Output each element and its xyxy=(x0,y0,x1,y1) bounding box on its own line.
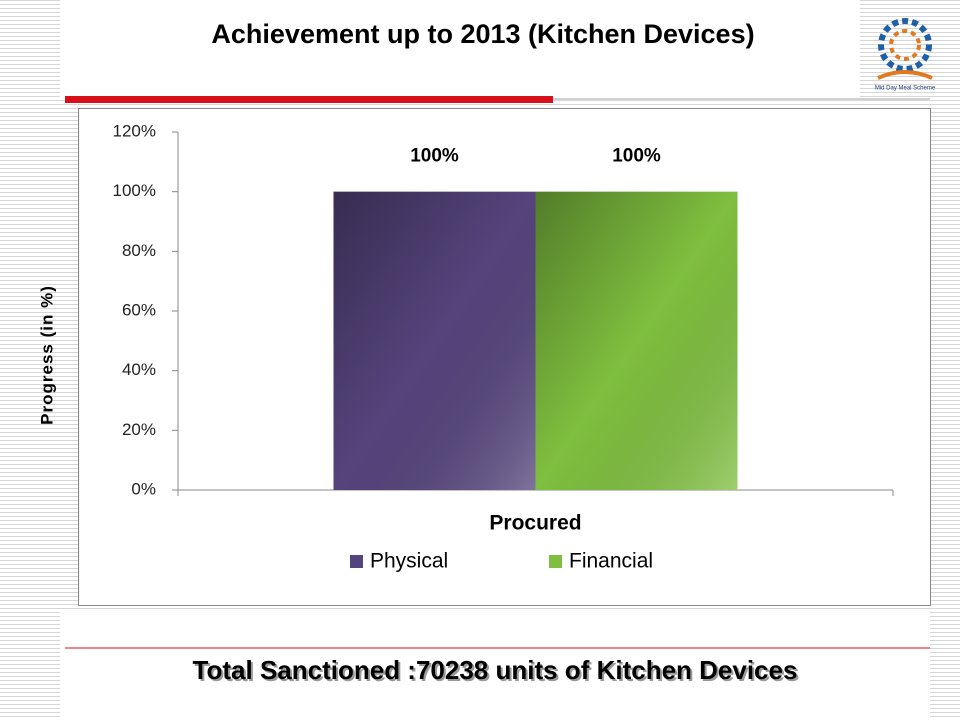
bar-shade xyxy=(333,191,536,490)
y-tick-label: 20% xyxy=(122,420,156,439)
footer-shadow: Total Sanctioned :70238 units of Kitchen… xyxy=(195,657,800,687)
footer-text: Total Sanctioned :70238 units of Kitchen… xyxy=(193,655,798,685)
title-area xyxy=(60,0,860,98)
legend-swatch xyxy=(350,555,363,568)
y-axis-label: Progress (in %) xyxy=(37,285,56,425)
y-tick-label: 80% xyxy=(122,241,156,260)
footer-area xyxy=(60,612,930,720)
legend-label: Financial xyxy=(569,550,653,573)
y-tick-label: 40% xyxy=(122,360,156,379)
x-category-label: Procured xyxy=(489,512,581,535)
value-label: 100% xyxy=(410,146,459,167)
slide-title: Achievement up to 2013 (Kitchen Devices) xyxy=(211,19,754,49)
y-tick-label: 120% xyxy=(113,121,156,140)
value-label: 100% xyxy=(612,146,661,167)
accent-bar xyxy=(65,96,553,103)
logo: Mid Day Meal Scheme xyxy=(875,18,936,92)
y-tick-label: 100% xyxy=(113,181,156,200)
legend-swatch xyxy=(549,555,562,568)
y-tick-label: 60% xyxy=(122,300,156,319)
logo-text: Mid Day Meal Scheme xyxy=(875,86,936,92)
y-tick-label: 0% xyxy=(131,479,156,498)
bar-shade xyxy=(535,191,738,490)
legend-label: Physical xyxy=(370,550,448,573)
